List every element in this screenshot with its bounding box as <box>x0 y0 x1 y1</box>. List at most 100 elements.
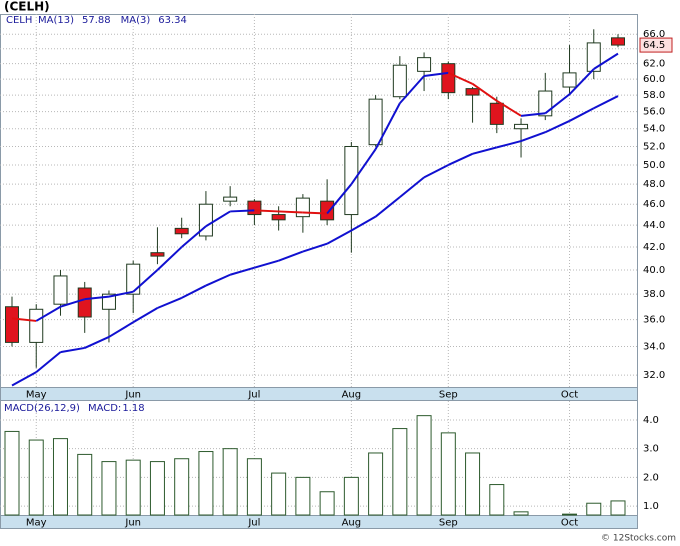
y-tick-label: 4.0 <box>643 415 659 426</box>
x-tick-label: Aug <box>342 518 362 529</box>
y-tick-label: 38.0 <box>643 289 665 300</box>
ma-line <box>496 140 522 149</box>
x-tick-label: May <box>26 390 47 401</box>
ma-line <box>35 305 61 322</box>
ma-line <box>302 242 328 253</box>
ma-line <box>108 321 134 338</box>
candle-body <box>295 197 310 218</box>
x-tick-label: Jun <box>124 518 141 529</box>
y-tick-label: 58.0 <box>643 90 665 101</box>
bar <box>4 430 20 516</box>
ma-line <box>568 68 595 95</box>
candle-body <box>126 263 141 295</box>
candle-body <box>611 37 625 46</box>
ma-line <box>520 112 546 117</box>
ma-line <box>108 290 134 298</box>
legend-value: 1.18 <box>122 403 144 414</box>
ma-line <box>35 351 62 373</box>
ma-line <box>544 93 571 115</box>
candle-body <box>29 308 44 343</box>
bar <box>198 451 214 516</box>
legend-title: MACD(26,12,9) <box>4 403 80 414</box>
ma-line <box>230 209 255 213</box>
candle-body <box>514 123 529 130</box>
bar <box>295 476 311 516</box>
last-price-box <box>639 37 673 53</box>
ma-line <box>132 269 159 293</box>
bar <box>586 502 602 516</box>
y-tick-label: 50.0 <box>643 160 665 171</box>
x-tick-label: Jun <box>124 390 141 401</box>
bar <box>52 438 68 516</box>
y-tick-label: 32.0 <box>643 370 665 381</box>
ma-line <box>569 107 595 122</box>
bar <box>392 428 408 516</box>
ma-line <box>84 336 110 349</box>
candle-body <box>417 57 432 72</box>
bar <box>343 476 359 516</box>
bar <box>174 458 190 516</box>
y-tick-label: 36.0 <box>643 315 665 326</box>
y-tick-label: 44.0 <box>643 220 665 231</box>
x-tick-label: May <box>26 518 47 529</box>
bar <box>610 500 626 516</box>
candle-body <box>465 88 480 96</box>
bar <box>416 415 432 516</box>
y-tick-label: 3.0 <box>643 444 659 455</box>
bar <box>222 448 238 516</box>
candle-body <box>53 275 68 305</box>
bar <box>149 461 165 516</box>
ma-line <box>472 146 498 155</box>
candle-body <box>5 306 19 343</box>
candle-body <box>320 200 335 221</box>
x-tick-label: Jul <box>247 518 260 529</box>
ma-line <box>181 284 207 299</box>
footer: © 12Stocks.com <box>601 534 676 544</box>
bar <box>465 452 481 516</box>
ma-line <box>374 196 401 218</box>
legend-value: 63.34 <box>158 15 187 26</box>
ma-line <box>544 120 570 134</box>
month-strip <box>0 387 638 401</box>
legend-name: MACD: <box>88 403 121 414</box>
bar <box>562 513 578 516</box>
bar <box>77 453 93 516</box>
ma-line <box>157 296 183 309</box>
bar <box>28 439 44 516</box>
y-tick-label: 46.0 <box>643 199 665 210</box>
ma-line <box>350 148 377 185</box>
candle-body <box>586 42 601 72</box>
ma-line <box>471 83 498 102</box>
ma-line <box>374 102 401 150</box>
ma-line <box>205 273 231 287</box>
ma-line <box>447 71 473 85</box>
ma-line <box>156 246 183 271</box>
ma-line <box>11 317 37 322</box>
ma-line <box>593 52 619 70</box>
x-tick-label: Oct <box>561 518 578 529</box>
candle-body <box>223 196 238 202</box>
ma-line <box>326 183 353 215</box>
x-tick-label: Jul <box>247 390 260 401</box>
bar <box>125 459 141 516</box>
ma-line <box>278 210 303 214</box>
bar <box>489 484 505 516</box>
ma-line <box>205 210 231 228</box>
y-tick-label: 54.0 <box>643 124 665 135</box>
ma-line <box>326 229 352 245</box>
candle-body <box>271 214 286 221</box>
ma-line <box>496 99 522 117</box>
price-panel <box>0 14 638 388</box>
x-tick-label: Aug <box>342 390 362 401</box>
ma-line <box>11 371 37 387</box>
ma-line <box>423 164 449 179</box>
last-price-label: 64.5 <box>643 40 665 51</box>
y-tick-label: 66.0 <box>643 29 665 40</box>
bar <box>246 458 262 516</box>
ma-line <box>423 71 449 77</box>
ma-line <box>254 259 279 269</box>
bar <box>440 432 456 516</box>
candle-body <box>368 98 383 146</box>
y-tick-label: 34.0 <box>643 342 665 353</box>
bar <box>513 511 529 516</box>
